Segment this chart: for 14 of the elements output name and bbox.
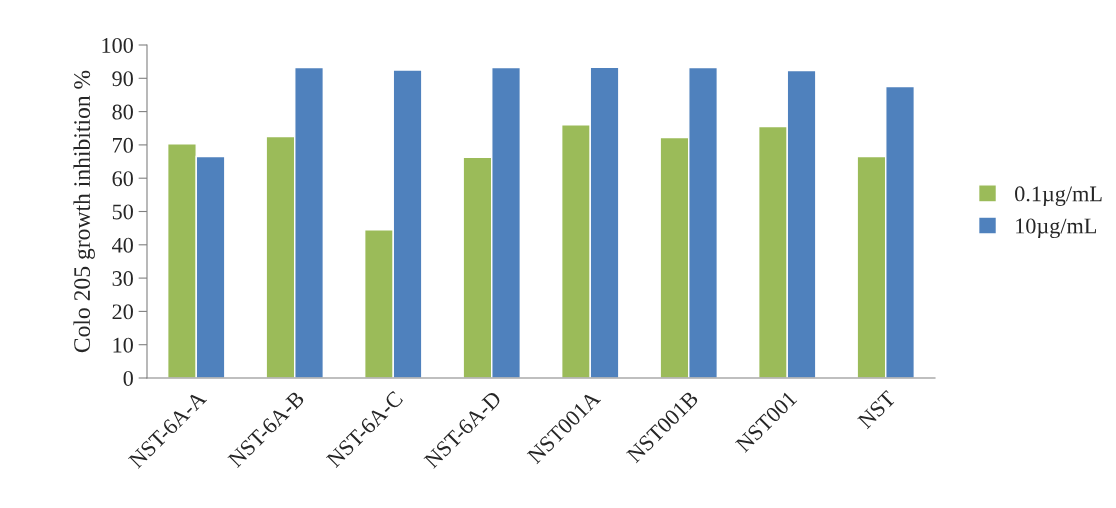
y-tick-label: 50 xyxy=(112,204,133,220)
y-tick-label: 60 xyxy=(112,171,133,187)
y-tick-label: 30 xyxy=(112,271,133,287)
y-tick-label: 100 xyxy=(102,37,133,53)
y-tick-label: 40 xyxy=(112,237,133,253)
y-tick-label: 80 xyxy=(112,104,133,120)
y-tick-label: 10 xyxy=(113,337,133,353)
legend-label: 10µg/mL xyxy=(1016,218,1097,239)
legend-label: 0.1µg/mL xyxy=(1015,186,1102,206)
y-tick-label: 0 xyxy=(123,370,133,386)
y-axis-title: Colo 205 growth inhibition % xyxy=(73,70,95,353)
y-tick-label: 90 xyxy=(112,71,133,87)
y-tick-label: 20 xyxy=(112,304,133,320)
y-tick-label: 70 xyxy=(113,137,133,153)
